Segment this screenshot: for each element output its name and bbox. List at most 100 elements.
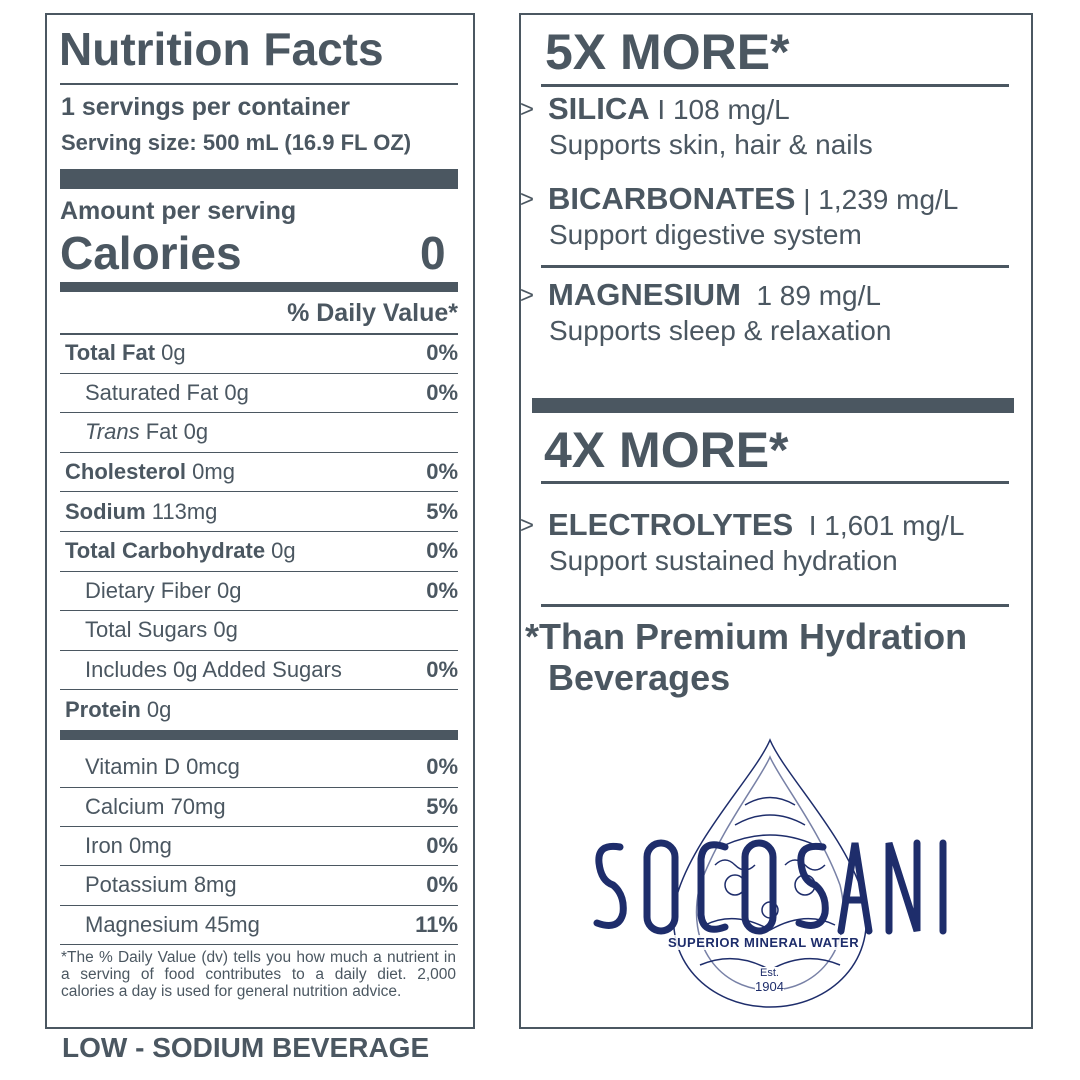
nutrient-label: Includes 0g Added Sugars bbox=[60, 657, 426, 683]
nutrient-name: Sodium bbox=[65, 498, 146, 524]
vitamin-daily-value: 0% bbox=[426, 754, 458, 780]
vitamin-label: Iron 0mg bbox=[85, 833, 172, 859]
nutrient-name: Dietary Fiber 0g bbox=[85, 577, 242, 603]
nutrient-daily-value: 0% bbox=[426, 538, 458, 564]
low-sodium-caption: LOW - SODIUM BEVERAGE bbox=[62, 1032, 430, 1063]
vitamin-row: Iron 0mg 0% bbox=[60, 827, 458, 867]
nutrient-label: Cholesterol 0mg bbox=[60, 459, 426, 485]
nutrient-label: Total Sugars 0g bbox=[60, 617, 458, 643]
vitamin-label: Calcium 70mg bbox=[85, 793, 226, 819]
mineral-value: 1,239 mg/L bbox=[818, 184, 959, 215]
nutrient-amount: 0mg bbox=[186, 459, 235, 485]
divider bbox=[541, 604, 1009, 607]
heading-4x-more: 4X MORE* bbox=[544, 422, 789, 478]
thick-divider bbox=[60, 730, 458, 740]
nutrient-name: Protein bbox=[65, 697, 141, 723]
thick-divider bbox=[60, 282, 458, 292]
vitamin-label: Magnesium 45mg bbox=[85, 911, 260, 937]
nutrient-label: Total Fat 0g bbox=[60, 340, 426, 366]
arrow-icon: > bbox=[520, 186, 535, 213]
divider bbox=[541, 265, 1009, 268]
mineral-heading: BICARBONATES | 1,239 mg/L bbox=[548, 181, 958, 217]
nutrient-row: Saturated Fat 0g 0% bbox=[60, 374, 458, 414]
comparison-note-2: Beverages bbox=[548, 657, 731, 698]
nutrient-daily-value: 0% bbox=[426, 340, 458, 366]
nutrient-row: Dietary Fiber 0g 0% bbox=[60, 572, 458, 612]
nutrient-amount: 0g bbox=[265, 538, 296, 564]
nutrient-amount: Fat 0g bbox=[139, 419, 209, 445]
nutrient-label: Sodium 113mg bbox=[60, 499, 426, 525]
nutrient-label: Total Carbohydrate 0g bbox=[60, 538, 426, 564]
servings-per-container: 1 servings per container bbox=[61, 93, 351, 121]
vitamin-label: Potassium 8mg bbox=[85, 872, 237, 898]
nutrient-row: Protein 0g bbox=[60, 690, 458, 730]
vitamin-row: Magnesium 45mg 11% bbox=[60, 906, 458, 946]
thick-divider bbox=[60, 169, 458, 189]
calories-label: Calories bbox=[60, 227, 242, 279]
nutrient-name: Trans bbox=[85, 419, 140, 445]
nutrient-name: Total Sugars 0g bbox=[85, 617, 238, 643]
nutrient-row: Total Sugars 0g bbox=[60, 611, 458, 651]
nutrient-name: Total Carbohydrate bbox=[65, 538, 266, 564]
vitamin-row: Vitamin D 0mcg 0% bbox=[60, 748, 458, 788]
nutrient-label: Trans Fat 0g bbox=[60, 419, 458, 445]
logo-est: Est. bbox=[760, 967, 779, 979]
divider bbox=[60, 83, 458, 85]
nutrient-daily-value: 0% bbox=[426, 657, 458, 683]
amount-per-serving: Amount per serving bbox=[60, 197, 297, 225]
nutrient-daily-value: 0% bbox=[426, 459, 458, 485]
mineral-heading: SILICA I 108 mg/L bbox=[548, 91, 790, 127]
heading-5x-more: 5X MORE* bbox=[545, 24, 790, 80]
vitamin-daily-value: 11% bbox=[415, 911, 458, 937]
mineral-name: ELECTROLYTES bbox=[548, 507, 794, 542]
nutrient-label: Protein 0g bbox=[60, 697, 458, 723]
nutrition-title: Nutrition Facts bbox=[59, 23, 384, 75]
daily-value-footnote: *The % Daily Value (dv) tells you how mu… bbox=[61, 949, 456, 1000]
arrow-icon: > bbox=[520, 96, 535, 123]
nutrient-name: Saturated Fat 0g bbox=[85, 379, 249, 405]
nutrient-name: Includes 0g Added Sugars bbox=[85, 657, 342, 683]
mineral-description: Supports skin, hair & nails bbox=[549, 129, 873, 160]
mineral-heading: MAGNESIUM 1 89 mg/L bbox=[548, 277, 881, 313]
mineral-description: Support digestive system bbox=[549, 219, 862, 250]
daily-value-header: % Daily Value* bbox=[287, 299, 458, 327]
separator: I bbox=[793, 510, 825, 541]
vitamin-daily-value: 0% bbox=[426, 833, 458, 859]
nutrition-facts-panel bbox=[45, 13, 475, 1029]
arrow-icon: > bbox=[520, 512, 535, 539]
nutrient-row: Cholesterol 0mg 0% bbox=[60, 453, 458, 493]
logo-year: 1904 bbox=[755, 979, 784, 994]
separator bbox=[741, 280, 757, 311]
nutrient-daily-value: 5% bbox=[426, 498, 458, 524]
nutrient-label: Dietary Fiber 0g bbox=[60, 578, 426, 604]
mineral-value: 108 mg/L bbox=[672, 94, 790, 125]
vitamin-row: Potassium 8mg 0% bbox=[60, 866, 458, 906]
vitamin-daily-value: 0% bbox=[426, 872, 458, 898]
nutrient-daily-value: 0% bbox=[426, 577, 458, 603]
nutrient-name: Cholesterol bbox=[65, 459, 187, 485]
nutrient-name: Total Fat bbox=[65, 340, 156, 366]
thick-divider bbox=[532, 398, 1014, 413]
benefits-panel bbox=[519, 13, 1033, 1029]
mineral-value: 1 89 mg/L bbox=[756, 280, 881, 311]
nutrient-row: Trans Fat 0g bbox=[60, 413, 458, 453]
nutrient-amount: 0g bbox=[155, 340, 186, 366]
arrow-icon: > bbox=[520, 282, 535, 309]
mineral-description: Supports sleep & relaxation bbox=[549, 315, 892, 346]
nutrient-amount: 0g bbox=[140, 697, 172, 723]
nutrient-row: Sodium 113mg 5% bbox=[60, 492, 458, 532]
serving-size: Serving size: 500 mL (16.9 FL OZ) bbox=[61, 130, 412, 155]
mineral-heading: ELECTROLYTES I 1,601 mg/L bbox=[548, 507, 964, 543]
mineral-description: Support sustained hydration bbox=[549, 545, 898, 576]
divider bbox=[541, 84, 1009, 87]
vitamin-row: Calcium 70mg 5% bbox=[60, 787, 458, 827]
vitamin-daily-value: 5% bbox=[426, 793, 458, 819]
divider bbox=[541, 481, 1009, 484]
separator: | bbox=[795, 184, 819, 215]
mineral-name: SILICA bbox=[548, 91, 650, 126]
nutrient-label: Saturated Fat 0g bbox=[60, 380, 426, 406]
mineral-name: BICARBONATES bbox=[548, 181, 796, 216]
divider bbox=[60, 333, 458, 335]
nutrient-row: Total Fat 0g 0% bbox=[60, 334, 458, 374]
mineral-name: MAGNESIUM bbox=[548, 277, 741, 312]
